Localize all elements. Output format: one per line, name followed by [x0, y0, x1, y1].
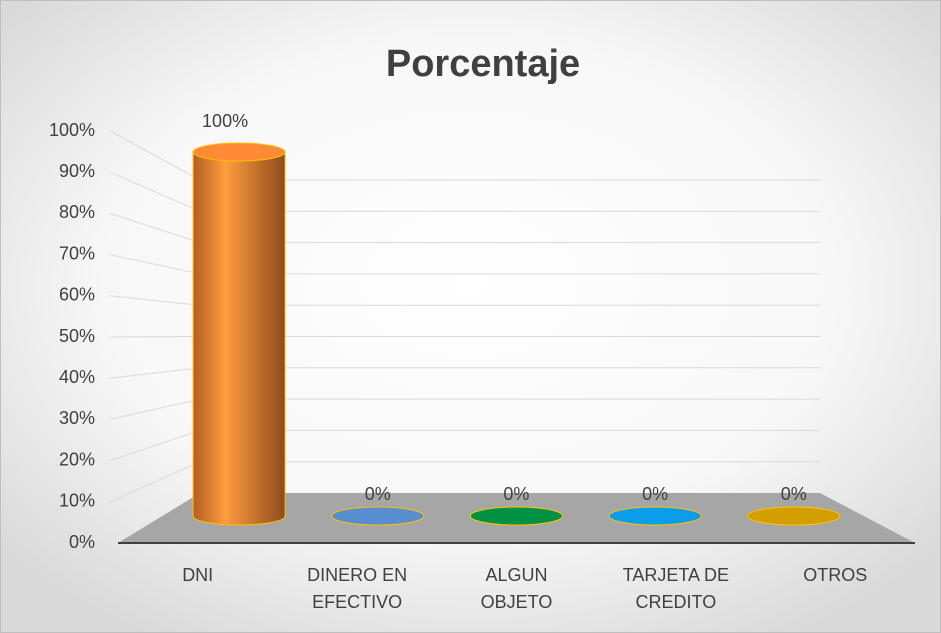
grid-line: [109, 461, 201, 503]
y-tick-label: 0%: [69, 532, 95, 552]
grid-line: [109, 367, 201, 379]
bar-top: [747, 506, 841, 526]
bar-top: [192, 142, 286, 162]
bar-body: [192, 151, 286, 526]
x-tick-label: DNI: [182, 565, 214, 585]
y-tick-label: 20%: [59, 449, 95, 469]
y-tick-label: 50%: [59, 326, 95, 346]
bar: [331, 506, 425, 526]
grid-line: [109, 130, 201, 181]
bar: [469, 506, 563, 526]
bar-top: [608, 506, 702, 526]
bar-top: [331, 506, 425, 526]
value-label: 0%: [503, 484, 529, 504]
x-tick-label: ALGUN OBJETO: [480, 565, 553, 612]
x-tick-label: OTROS: [803, 565, 868, 585]
value-label: 0%: [781, 484, 807, 504]
y-tick-label: 30%: [59, 408, 95, 428]
y-tick-label: 10%: [59, 491, 95, 511]
y-tick-label: 90%: [59, 161, 95, 181]
grid-line: [109, 295, 201, 306]
grid-line: [109, 212, 201, 244]
bar-top: [469, 506, 563, 526]
bar: [192, 142, 286, 526]
y-tick-label: 80%: [59, 202, 95, 222]
bar: [747, 506, 841, 526]
grid-line: [109, 398, 201, 420]
chart-title: Porcentaje: [386, 43, 580, 85]
y-tick-label: 70%: [59, 243, 95, 263]
grid-line: [109, 429, 201, 462]
value-label: 0%: [365, 484, 391, 504]
y-tick-label: 40%: [59, 367, 95, 387]
value-label: 100%: [202, 111, 248, 131]
grid-line: [109, 336, 201, 338]
y-tick-label: 100%: [49, 120, 95, 140]
bar: [608, 506, 702, 526]
grid-line: [109, 171, 201, 212]
x-tick-label: DINERO EN EFECTIVO: [307, 565, 408, 612]
y-tick-label: 60%: [59, 285, 95, 305]
value-label: 0%: [642, 484, 668, 504]
grid-line: [109, 254, 201, 275]
x-tick-label: TARJETA DE CREDITO: [622, 565, 730, 612]
